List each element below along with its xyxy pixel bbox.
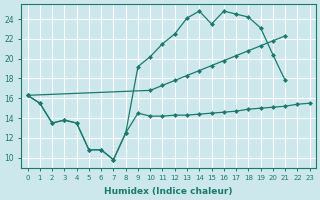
X-axis label: Humidex (Indice chaleur): Humidex (Indice chaleur) [104, 187, 233, 196]
